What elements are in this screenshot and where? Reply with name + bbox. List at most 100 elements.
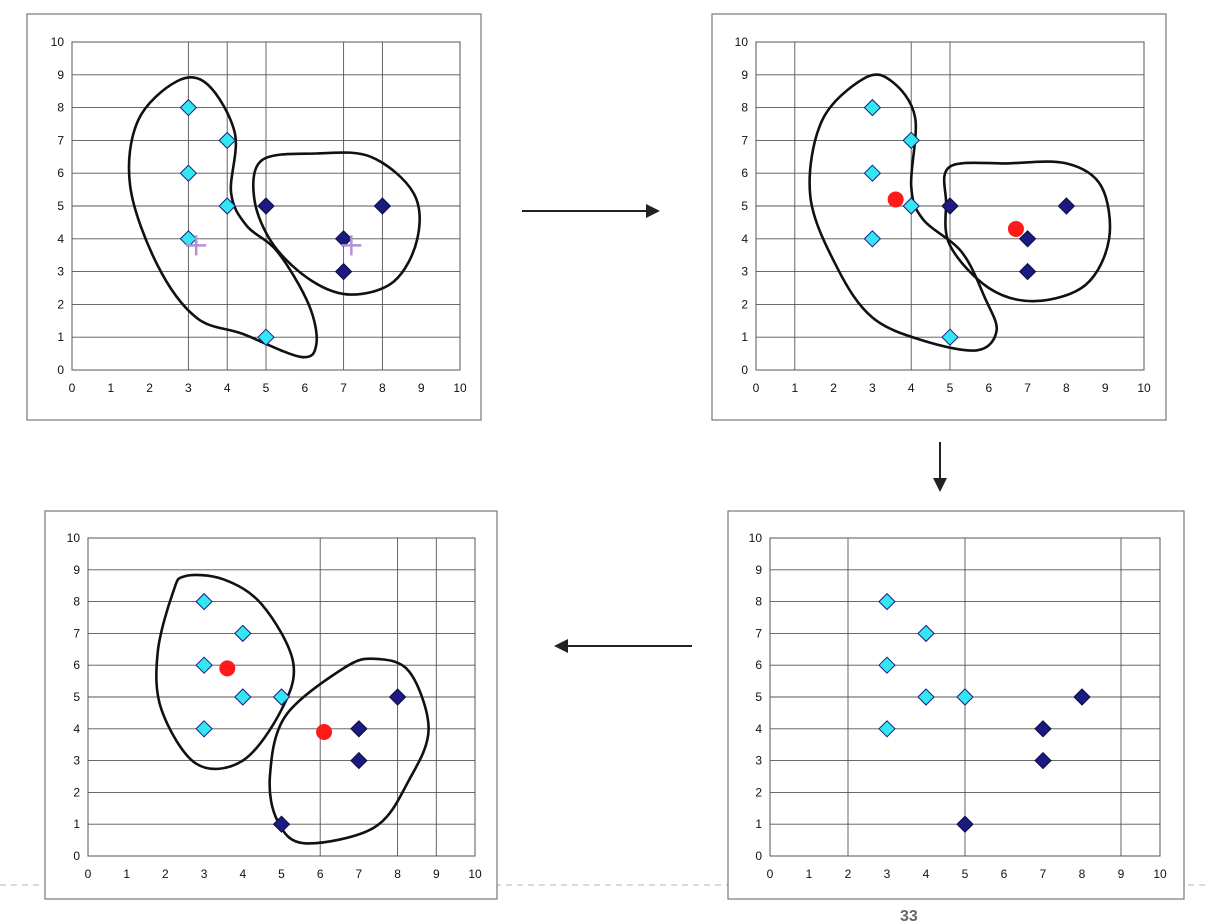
cluster-boundary: [942, 160, 1112, 303]
y-tick-label: 5: [57, 199, 64, 213]
data-point: [878, 592, 896, 611]
x-tick-label: 7: [1024, 381, 1031, 395]
x-tick-label: 1: [107, 381, 114, 395]
x-tick-label: 2: [146, 381, 153, 395]
y-tick-label: 10: [67, 531, 81, 545]
y-tick-label: 5: [73, 690, 80, 704]
data-point: [195, 656, 213, 674]
y-tick-label: 6: [741, 166, 748, 180]
y-tick-label: 4: [755, 722, 762, 736]
flow-arrow-left-head: [554, 639, 568, 653]
x-tick-label: 8: [394, 867, 401, 881]
cluster-boundary: [155, 573, 296, 771]
x-tick-label: 0: [767, 867, 774, 881]
y-tick-label: 10: [51, 35, 65, 49]
chart-panel: 0 1 2 3 4 5 6 7 8 9 10 0 1 2 3 4 5 6 7 8 9 10: [44, 510, 498, 900]
data-point: [863, 164, 882, 182]
x-tick-label: 8: [1063, 381, 1070, 395]
y-tick-label: 10: [749, 531, 763, 545]
y-tick-label: 5: [755, 690, 762, 704]
y-tick-label: 8: [73, 595, 80, 609]
data-point: [350, 720, 368, 738]
data-point: [179, 98, 198, 117]
y-tick-label: 7: [741, 133, 748, 147]
data-point: [902, 197, 920, 215]
x-tick-label: 6: [317, 867, 324, 881]
y-tick-label: 2: [741, 297, 748, 311]
chart-panel: 0 1 2 3 4 5 6 7 8 9 10 0 1 2 3 4 5 6 7 8 9 10: [26, 13, 482, 421]
x-tick-label: 3: [869, 381, 876, 395]
y-tick-label: 9: [741, 68, 748, 82]
x-tick-label: 1: [806, 867, 813, 881]
centroid-marker: [219, 660, 236, 677]
x-tick-label: 0: [69, 381, 76, 395]
y-tick-label: 3: [741, 265, 748, 279]
y-tick-label: 8: [741, 101, 748, 115]
data-point: [234, 688, 252, 706]
data-point: [917, 688, 935, 706]
data-point: [334, 262, 353, 281]
data-point: [956, 815, 974, 833]
y-tick-label: 7: [755, 626, 762, 640]
x-tick-label: 0: [85, 867, 92, 881]
data-point: [272, 815, 291, 833]
initial-center-marker: [186, 235, 207, 256]
data-point: [257, 197, 275, 215]
data-point: [218, 131, 236, 150]
x-tick-label: 3: [884, 867, 891, 881]
x-tick-label: 6: [1001, 867, 1008, 881]
data-point: [1018, 230, 1037, 248]
y-tick-label: 10: [735, 35, 749, 49]
y-tick-label: 1: [57, 330, 64, 344]
y-tick-label: 3: [57, 265, 64, 279]
data-point: [1018, 262, 1037, 281]
data-point: [179, 230, 198, 248]
x-tick-label: 4: [923, 867, 930, 881]
x-tick-label: 6: [301, 381, 308, 395]
x-tick-label: 9: [1102, 381, 1109, 395]
x-tick-label: 2: [830, 381, 837, 395]
x-tick-label: 4: [239, 867, 246, 881]
y-tick-label: 4: [73, 722, 80, 736]
data-point: [373, 197, 392, 215]
data-point: [388, 688, 407, 706]
x-tick-label: 1: [123, 867, 130, 881]
x-tick-label: 8: [1079, 867, 1086, 881]
data-point: [941, 197, 959, 215]
data-point: [1034, 720, 1052, 738]
x-tick-label: 9: [418, 381, 425, 395]
y-tick-label: 8: [57, 101, 64, 115]
y-tick-label: 6: [755, 658, 762, 672]
y-tick-label: 2: [73, 785, 80, 799]
data-point: [863, 98, 882, 117]
chart-panel: 0 1 2 3 4 5 6 7 8 9 10 0 1 2 3 4 5 6 7 8 9 10: [727, 510, 1185, 900]
y-tick-label: 3: [755, 754, 762, 768]
data-point: [941, 328, 959, 346]
data-point: [257, 328, 275, 346]
x-tick-label: 5: [947, 381, 954, 395]
x-tick-label: 2: [845, 867, 852, 881]
y-tick-label: 6: [57, 166, 64, 180]
data-point: [1057, 197, 1076, 215]
centroid-marker: [887, 191, 904, 208]
y-tick-label: 1: [73, 817, 80, 831]
flow-arrow-down-head: [933, 478, 947, 492]
x-tick-label: 7: [356, 867, 363, 881]
y-tick-label: 9: [755, 563, 762, 577]
data-point: [334, 230, 353, 248]
data-point: [863, 230, 882, 248]
cluster-boundary: [268, 657, 430, 845]
x-tick-label: 3: [185, 381, 192, 395]
y-tick-label: 2: [755, 785, 762, 799]
y-tick-label: 7: [73, 626, 80, 640]
y-tick-label: 0: [73, 849, 80, 863]
x-tick-label: 8: [379, 381, 386, 395]
flow-arrow-right-head: [646, 204, 660, 218]
y-tick-label: 1: [741, 330, 748, 344]
y-tick-label: 9: [73, 563, 80, 577]
data-point: [195, 592, 213, 611]
centroid-marker: [1007, 220, 1024, 237]
x-tick-label: 7: [340, 381, 347, 395]
y-tick-label: 7: [57, 133, 64, 147]
